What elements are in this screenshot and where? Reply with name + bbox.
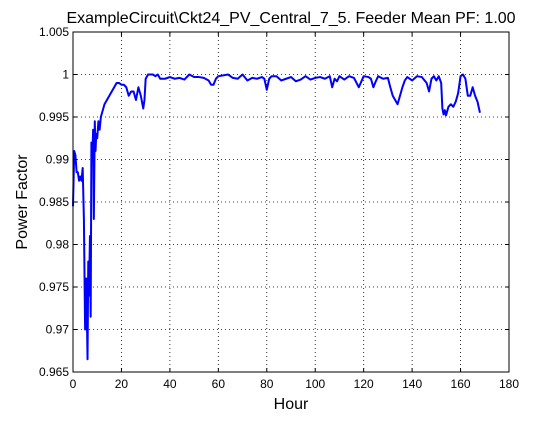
y-tick-label: 0.985 (39, 195, 69, 209)
power-factor-series-line (72, 73, 481, 361)
x-tick-label: 140 (402, 377, 422, 391)
y-tick-labels: 0.965 0.97 0.975 0.98 0.985 0.99 0.995 1 1.005 (39, 25, 69, 379)
y-tick-label: 0.995 (39, 110, 69, 124)
x-axis-label: Hour (274, 396, 309, 413)
plot-area (73, 32, 509, 372)
y-tick-label: 0.97 (46, 323, 70, 337)
x-tick-label: 20 (115, 377, 129, 391)
y-tick-label: 1.005 (39, 25, 69, 39)
x-tick-label: 180 (499, 377, 519, 391)
chart-title: ExampleCircuit\Ckt24_PV_Central_7_5. Fee… (66, 10, 515, 27)
x-tick-label: 60 (212, 377, 226, 391)
y-tick-label: 0.99 (46, 153, 70, 167)
x-tick-labels: 0 20 40 60 80 100 120 140 160 180 (70, 377, 520, 391)
x-tick-label: 0 (70, 377, 77, 391)
y-tick-label: 0.975 (39, 280, 69, 294)
y-tick-label: 1 (62, 68, 69, 82)
x-tick-label: 40 (163, 377, 177, 391)
y-tick-label: 0.965 (39, 365, 69, 379)
axis-ticks (72, 31, 510, 373)
y-axis-label: Power Factor (14, 154, 31, 250)
x-tick-label: 120 (354, 377, 374, 391)
x-tick-label: 160 (451, 377, 471, 391)
y-tick-label: 0.98 (46, 238, 70, 252)
x-tick-label: 100 (305, 377, 325, 391)
x-tick-label: 80 (260, 377, 274, 391)
data-layer (72, 73, 481, 361)
